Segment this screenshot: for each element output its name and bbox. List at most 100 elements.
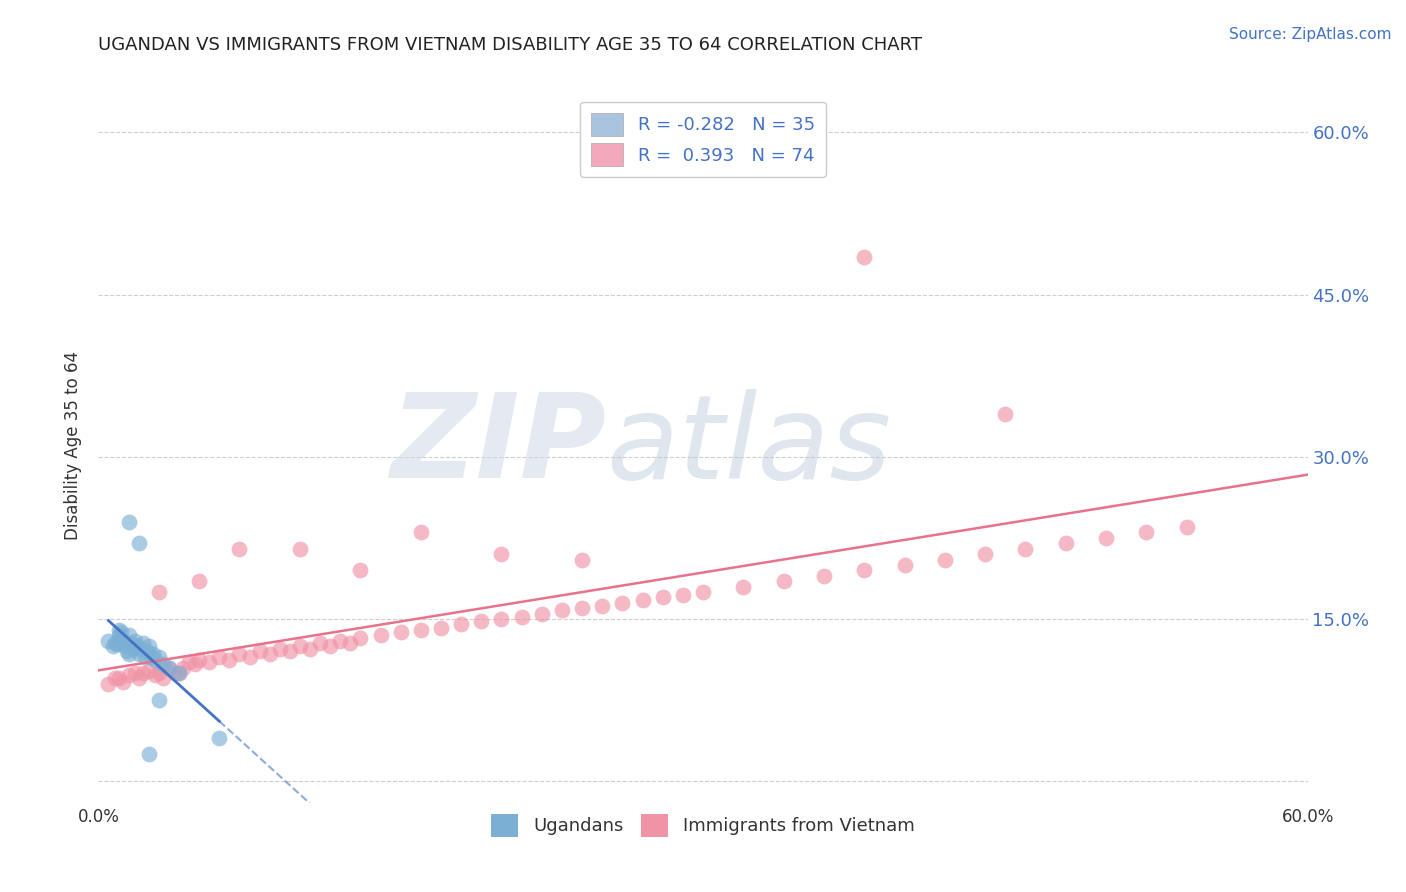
Point [288, 541, 311, 556]
Point [491, 547, 513, 561]
Point [97, 677, 120, 691]
Point [571, 601, 593, 615]
Point [167, 666, 190, 681]
Point [138, 664, 160, 678]
Point [152, 657, 174, 672]
Point [103, 672, 125, 686]
Point [813, 568, 835, 582]
Point [409, 623, 432, 637]
Point [184, 657, 207, 672]
Point [129, 642, 152, 657]
Point [228, 541, 250, 556]
Point [148, 693, 170, 707]
Point [409, 525, 432, 540]
Point [107, 632, 129, 646]
Point [152, 672, 174, 686]
Point [179, 655, 201, 669]
Text: UGANDAN VS IMMIGRANTS FROM VIETNAM DISABILITY AGE 35 TO 64 CORRELATION CHART: UGANDAN VS IMMIGRANTS FROM VIETNAM DISAB… [98, 36, 922, 54]
Point [142, 647, 165, 661]
Point [349, 563, 371, 577]
Point [309, 636, 332, 650]
Point [97, 633, 120, 648]
Point [124, 666, 146, 681]
Point [329, 633, 352, 648]
Point [128, 672, 150, 686]
Point [319, 639, 342, 653]
Point [1175, 520, 1198, 534]
Point [111, 674, 134, 689]
Text: atlas: atlas [606, 389, 891, 503]
Point [249, 644, 271, 658]
Point [893, 558, 915, 572]
Point [651, 591, 673, 605]
Point [110, 624, 132, 639]
Point [103, 636, 125, 650]
Point [138, 639, 160, 653]
Point [278, 644, 301, 658]
Point [994, 407, 1017, 421]
Point [101, 639, 124, 653]
Point [551, 603, 574, 617]
Point [132, 666, 155, 681]
Point [853, 563, 876, 577]
Point [672, 588, 695, 602]
Point [631, 592, 654, 607]
Point [299, 642, 322, 657]
Point [143, 668, 166, 682]
Point [853, 250, 876, 264]
Point [172, 660, 194, 674]
Point [450, 617, 472, 632]
Point [118, 628, 141, 642]
Point [288, 639, 311, 653]
Point [772, 574, 794, 589]
Point [107, 623, 129, 637]
Point [118, 515, 141, 529]
Point [228, 647, 250, 661]
Point [134, 649, 156, 664]
Point [208, 731, 231, 745]
Point [188, 653, 211, 667]
Point [135, 644, 157, 658]
Point [692, 585, 714, 599]
Point [974, 547, 997, 561]
Point [733, 580, 755, 594]
Point [934, 552, 956, 566]
Point [120, 636, 142, 650]
Point [163, 666, 186, 681]
Point [128, 647, 150, 661]
Point [571, 552, 593, 566]
Point [118, 668, 141, 682]
Text: Source: ZipAtlas.com: Source: ZipAtlas.com [1229, 27, 1392, 42]
Point [143, 653, 166, 667]
Point [107, 628, 129, 642]
Point [370, 628, 392, 642]
Point [105, 637, 128, 651]
Point [198, 655, 221, 669]
Point [470, 614, 492, 628]
Point [157, 660, 180, 674]
Point [430, 621, 453, 635]
Point [530, 607, 553, 621]
Point [218, 653, 240, 667]
Point [139, 649, 162, 664]
Point [125, 639, 148, 653]
Point [148, 666, 170, 681]
Point [591, 599, 613, 613]
Point [349, 632, 371, 646]
Point [157, 660, 180, 674]
Point [208, 649, 231, 664]
Point [612, 596, 634, 610]
Point [107, 672, 129, 686]
Point [115, 644, 138, 658]
Point [389, 624, 412, 639]
Point [121, 642, 143, 657]
Point [148, 649, 170, 664]
Point [188, 574, 211, 589]
Legend: Ugandans, Immigrants from Vietnam: Ugandans, Immigrants from Vietnam [484, 807, 922, 844]
Point [111, 633, 134, 648]
Point [491, 612, 513, 626]
Point [128, 536, 150, 550]
Point [269, 642, 291, 657]
Point [1014, 541, 1036, 556]
Point [1135, 525, 1157, 540]
